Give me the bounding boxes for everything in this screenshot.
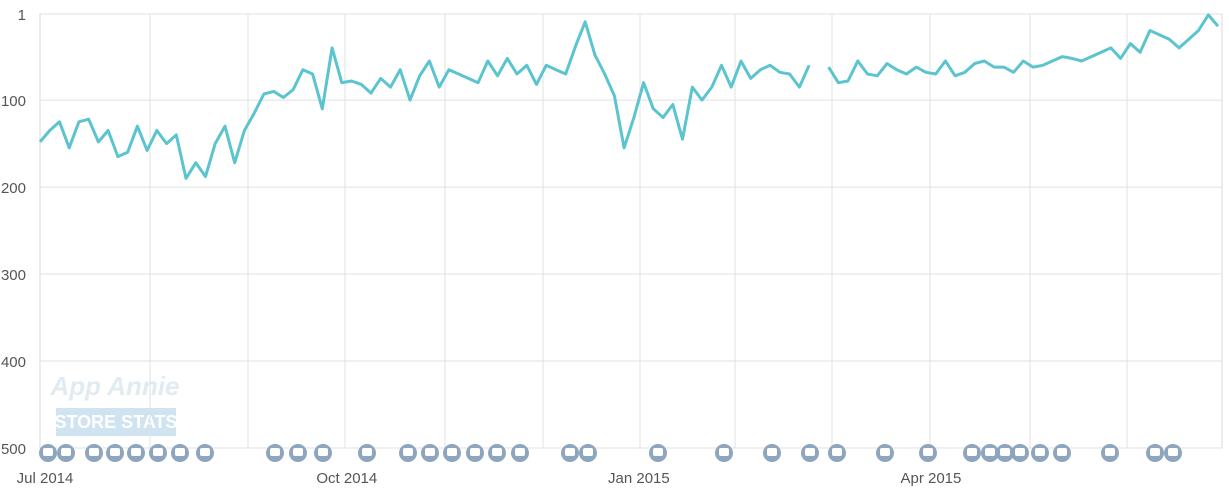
note-icon xyxy=(1101,444,1119,462)
note-icon xyxy=(763,444,781,462)
line-series xyxy=(38,20,811,180)
note-icon xyxy=(171,444,189,462)
note-icon xyxy=(289,444,307,462)
note-icon xyxy=(876,444,894,462)
y-tick-label: 200 xyxy=(1,180,26,197)
note-icon-bubble xyxy=(153,448,163,456)
note-icon xyxy=(561,444,579,462)
note-icon-bubble xyxy=(89,448,99,456)
note-icon xyxy=(443,444,461,462)
note-icon-bubble xyxy=(318,448,328,456)
y-tick-label: 300 xyxy=(1,267,26,284)
note-icon-bubble xyxy=(425,448,435,456)
note-icon-bubble xyxy=(1000,448,1010,456)
note-icon-bubble xyxy=(403,448,413,456)
note-icon-bubble xyxy=(1150,448,1160,456)
note-icon xyxy=(579,444,597,462)
note-icon-bubble xyxy=(470,448,480,456)
line-series xyxy=(827,13,1220,85)
note-icon xyxy=(314,444,332,462)
note-icon xyxy=(149,444,167,462)
x-tick-label: Jul 2014 xyxy=(17,470,74,487)
note-icon-bubble xyxy=(1105,448,1115,456)
plot-area xyxy=(39,13,1223,449)
y-tick-label: 500 xyxy=(1,441,26,458)
note-icon xyxy=(85,444,103,462)
note-icon xyxy=(196,444,214,462)
note-icon xyxy=(715,444,733,462)
note-icon-bubble xyxy=(805,448,815,456)
note-icon-bubble xyxy=(43,448,53,456)
x-tick-label: Jan 2015 xyxy=(608,470,670,487)
note-icon xyxy=(1053,444,1071,462)
note-icon-bubble xyxy=(1015,448,1025,456)
note-icon-bubble xyxy=(719,448,729,456)
x-tick-label: Oct 2014 xyxy=(316,470,377,487)
note-icon-bubble xyxy=(1168,448,1178,456)
note-icon xyxy=(39,444,57,462)
note-icon xyxy=(649,444,667,462)
note-icon xyxy=(421,444,439,462)
note-icon-bubble xyxy=(200,448,210,456)
note-icon xyxy=(466,444,484,462)
note-icon-bubble xyxy=(362,448,372,456)
note-icon-bubble xyxy=(985,448,995,456)
note-icon-bubble xyxy=(1057,448,1067,456)
y-tick-label: 100 xyxy=(1,93,26,110)
note-icon xyxy=(1011,444,1029,462)
y-tick-label: 1 xyxy=(18,7,26,24)
note-icon xyxy=(57,444,75,462)
note-icon-bubble xyxy=(653,448,663,456)
note-icon-bubble xyxy=(61,448,71,456)
note-icon xyxy=(919,444,937,462)
note-icon-bubble xyxy=(447,448,457,456)
note-icon-bubble xyxy=(565,448,575,456)
note-icon xyxy=(981,444,999,462)
note-icon xyxy=(1031,444,1049,462)
note-icon xyxy=(358,444,376,462)
watermark-title: App Annie xyxy=(49,371,179,401)
watermark-badge xyxy=(56,408,176,436)
note-icon-bubble xyxy=(110,448,120,456)
note-icon xyxy=(399,444,417,462)
note-icon xyxy=(106,444,124,462)
note-icon xyxy=(127,444,145,462)
note-icon xyxy=(996,444,1014,462)
note-icon-bubble xyxy=(515,448,525,456)
note-icon xyxy=(488,444,506,462)
note-icon-bubble xyxy=(583,448,593,456)
note-icon xyxy=(266,444,284,462)
note-icon xyxy=(828,444,846,462)
note-icon-bubble xyxy=(880,448,890,456)
note-icon xyxy=(1164,444,1182,462)
watermark-subtitle: STORE STATS xyxy=(54,412,177,432)
note-icon-bubble xyxy=(293,448,303,456)
note-icon xyxy=(963,444,981,462)
watermark: App Annie STORE STATS xyxy=(49,371,180,436)
note-icon-bubble xyxy=(131,448,141,456)
x-tick-label: Apr 2015 xyxy=(900,470,961,487)
note-icon-bubble xyxy=(832,448,842,456)
note-icon-bubble xyxy=(923,448,933,456)
note-icon-bubble xyxy=(1035,448,1045,456)
note-icon xyxy=(511,444,529,462)
note-icon-bubble xyxy=(967,448,977,456)
note-icon xyxy=(801,444,819,462)
note-icon-bubble xyxy=(492,448,502,456)
note-icon xyxy=(1146,444,1164,462)
note-icon-bubble xyxy=(175,448,185,456)
note-icon-bubble xyxy=(270,448,280,456)
y-tick-label: 400 xyxy=(1,354,26,371)
note-icon-bubble xyxy=(767,448,777,456)
